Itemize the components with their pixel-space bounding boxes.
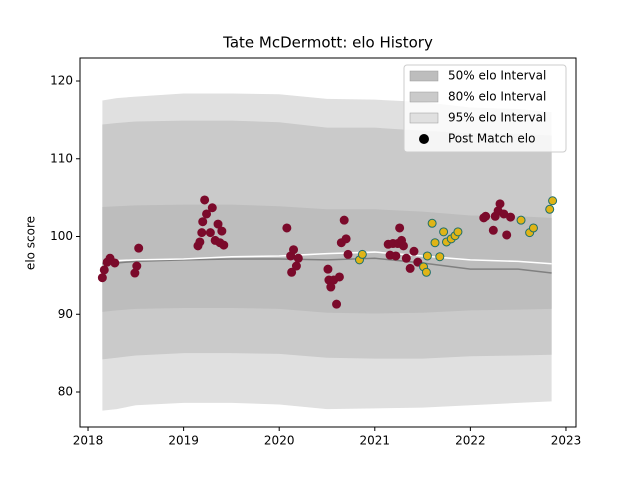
legend-label: Post Match elo xyxy=(448,132,535,146)
x-tick-label: 2023 xyxy=(551,434,582,448)
point xyxy=(339,215,349,225)
line xyxy=(102,251,552,265)
point xyxy=(289,245,299,255)
line xyxy=(102,257,552,274)
y-tick-label: 100 xyxy=(50,229,73,243)
point xyxy=(502,230,512,240)
point xyxy=(134,243,144,253)
point xyxy=(334,272,344,282)
point xyxy=(488,225,498,235)
point xyxy=(341,234,351,244)
point xyxy=(195,237,205,247)
point xyxy=(405,263,415,273)
x-tick-label: 2018 xyxy=(73,434,104,448)
point xyxy=(287,267,297,277)
point xyxy=(398,241,408,251)
chart-title: Tate McDermott: elo History xyxy=(222,34,433,52)
x-tick-label: 2021 xyxy=(360,434,391,448)
legend-swatch xyxy=(409,91,439,103)
point xyxy=(323,264,333,274)
point xyxy=(430,238,440,248)
point xyxy=(439,227,449,237)
point xyxy=(97,273,107,283)
x-tick-label: 2022 xyxy=(455,434,486,448)
point xyxy=(197,228,207,238)
legend-swatch xyxy=(409,70,439,82)
point xyxy=(453,227,463,237)
point xyxy=(332,299,342,309)
y-tick-label: 90 xyxy=(58,307,73,321)
legend-label: 80% elo Interval xyxy=(448,90,546,104)
point xyxy=(506,212,516,222)
point xyxy=(401,253,411,263)
y-tick-label: 110 xyxy=(50,151,73,165)
y-tick-label: 120 xyxy=(50,74,73,88)
point xyxy=(293,253,303,263)
point xyxy=(202,209,212,219)
point xyxy=(495,199,505,209)
point xyxy=(207,203,217,213)
point xyxy=(435,252,445,262)
point xyxy=(343,249,353,259)
point xyxy=(395,223,405,233)
legend-label: 50% elo Interval xyxy=(448,69,546,83)
point xyxy=(409,246,419,256)
y-tick-label: 80 xyxy=(58,385,73,399)
point xyxy=(421,267,431,277)
point xyxy=(516,215,526,225)
legend-marker xyxy=(419,134,429,144)
point xyxy=(545,204,555,214)
axes-frame xyxy=(79,57,577,428)
point xyxy=(413,257,423,267)
point xyxy=(481,211,491,221)
x-tick-label: 2020 xyxy=(264,434,295,448)
point xyxy=(357,249,367,259)
point xyxy=(132,261,142,271)
point xyxy=(282,223,292,233)
x-tick-label: 2019 xyxy=(168,434,199,448)
legend-label: 95% elo Interval xyxy=(448,111,546,125)
point xyxy=(548,196,558,206)
legend-box xyxy=(403,64,567,153)
point xyxy=(99,265,109,275)
y-axis-label: elo score xyxy=(24,216,38,270)
legend-swatch xyxy=(409,112,439,124)
point xyxy=(110,258,120,268)
point xyxy=(391,251,401,261)
point xyxy=(200,195,210,205)
point xyxy=(422,251,432,261)
point xyxy=(291,261,301,271)
point xyxy=(205,228,215,238)
point xyxy=(427,218,437,228)
point xyxy=(219,240,229,250)
point xyxy=(213,219,223,229)
point xyxy=(198,217,208,227)
point xyxy=(217,226,227,236)
point xyxy=(528,223,538,233)
